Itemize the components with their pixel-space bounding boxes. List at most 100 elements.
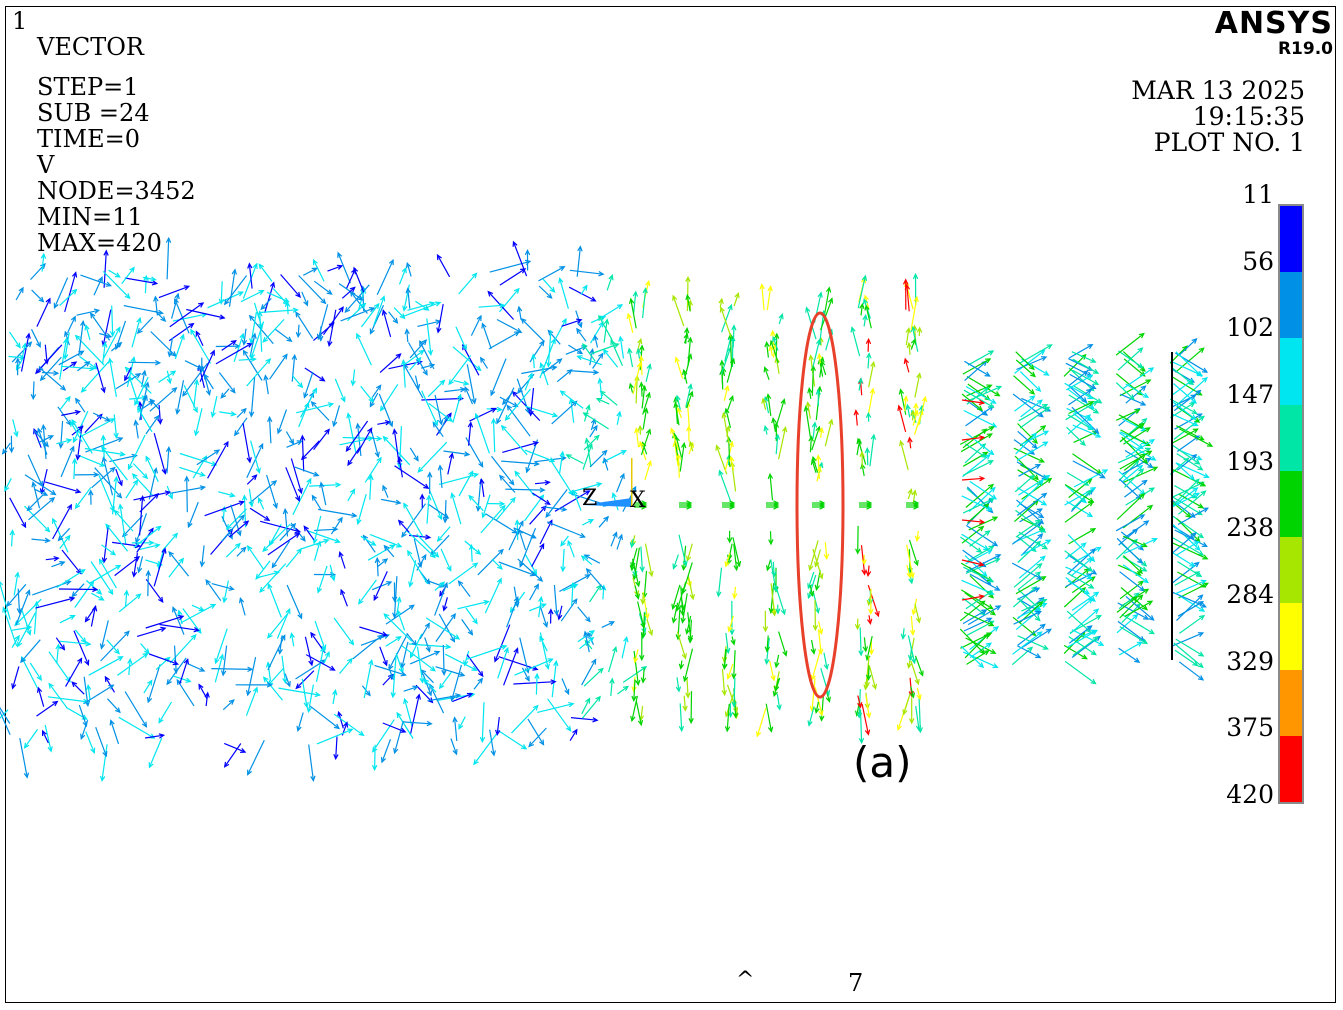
vector-arrow [37, 428, 48, 455]
vector-arrowhead [167, 493, 173, 500]
vector-arrow [154, 310, 166, 322]
vector-arrow [1115, 382, 1135, 400]
vector-arrow [184, 360, 203, 370]
vector-arrowhead [294, 532, 301, 538]
vector-arrow [426, 318, 432, 355]
vector-arrowhead [1189, 561, 1196, 568]
vector-arrow [1016, 356, 1047, 371]
vector-arrowhead [983, 650, 990, 656]
vector-arrow [458, 716, 466, 729]
vector-arrowhead [585, 404, 591, 411]
vector-arrow [1069, 373, 1096, 390]
vector-arrow [1179, 595, 1205, 612]
vector-arrowhead [994, 585, 1001, 591]
vector-arrowhead [1090, 384, 1097, 390]
vector-arrowhead [628, 382, 634, 389]
vector-arrow [249, 507, 270, 521]
vector-arrowhead [45, 297, 51, 304]
vector-arrowhead [193, 378, 200, 386]
vector-arrow [1070, 557, 1093, 577]
vector-arrow [531, 543, 545, 567]
vector-arrowhead [1198, 651, 1205, 657]
vector-arrowhead [782, 650, 788, 657]
vector-arrowhead [15, 364, 21, 371]
vector-arrow [357, 423, 362, 457]
vector-arrowhead [133, 555, 141, 562]
vector-arrow [29, 662, 42, 681]
vector-arrow [1117, 447, 1151, 464]
vector-arrowhead [819, 504, 826, 510]
vector-arrowhead [538, 595, 544, 603]
vector-arrowhead [1086, 511, 1094, 518]
vector-arrow [299, 539, 329, 550]
vector-arrowhead [53, 302, 59, 309]
vector-arrowhead [912, 272, 919, 280]
vector-arrow [311, 401, 330, 421]
vector-arrow [506, 597, 519, 628]
vector-arrow [481, 702, 485, 742]
vector-arrowhead [326, 289, 333, 295]
vector-arrowhead [724, 407, 730, 415]
vector-arrow [484, 578, 502, 614]
vector-arrowhead [1088, 583, 1095, 589]
vector-arrowhead [115, 326, 121, 333]
vector-arrow [458, 273, 477, 295]
vector-arrowhead [572, 598, 578, 605]
vector-arrowhead [1, 448, 8, 455]
vector-arrow [581, 555, 593, 566]
vector-arrowhead [222, 597, 228, 604]
vector-arrowhead [1197, 503, 1205, 509]
vector-arrowhead [419, 493, 425, 500]
vector-arrow [438, 473, 478, 485]
vector-arrowhead [137, 566, 143, 574]
vector-arrow [603, 458, 609, 471]
vector-arrowhead [348, 639, 355, 646]
vector-arrowhead [577, 321, 583, 329]
vector-arrowhead [618, 335, 624, 342]
vector-arrow [147, 571, 149, 597]
vector-arrowhead [729, 504, 736, 510]
vector-arrowhead [184, 475, 190, 482]
vector-arrowhead [127, 463, 133, 471]
vector-arrow [910, 615, 914, 635]
vector-arrow [153, 548, 166, 587]
vector-arrowhead [687, 336, 693, 343]
vector-arrow [468, 495, 484, 512]
vector-arrow [603, 319, 608, 343]
vector-arrowhead [1135, 493, 1142, 500]
vector-arrow [963, 409, 997, 428]
vector-arrowhead [230, 340, 237, 346]
vector-arrowhead [472, 472, 480, 478]
vector-arrow [340, 589, 348, 607]
vector-arrowhead [986, 617, 993, 623]
vector-arrow [398, 457, 403, 478]
vector-arrow [149, 387, 177, 412]
vector-arrow [109, 454, 137, 463]
vector-arrow [371, 385, 382, 398]
vector-arrow [176, 380, 185, 414]
vector-arrow [679, 703, 683, 731]
vector-arrowhead [675, 634, 682, 641]
vector-arrowhead [553, 659, 559, 667]
vector-arrowhead [439, 379, 446, 386]
vector-arrow [539, 338, 556, 379]
vector-arrow [510, 591, 526, 613]
vector-arrow [267, 613, 288, 639]
vector-arrow [1013, 563, 1042, 588]
vector-arrowhead [399, 313, 406, 320]
vector-arrow [15, 590, 30, 626]
vector-arrow [44, 724, 52, 752]
vector-arrow [857, 275, 866, 309]
vector-arrow [962, 597, 986, 616]
vector-arrow [430, 534, 450, 555]
vector-arrowhead [984, 371, 991, 377]
vector-arrow [1065, 542, 1086, 560]
vector-arrow [103, 327, 121, 359]
vector-arrow [258, 264, 273, 282]
vector-arrow [304, 636, 313, 666]
vector-arrow [238, 358, 256, 361]
vector-arrowhead [311, 267, 318, 273]
vector-arrowhead [78, 350, 85, 356]
vector-arrow [409, 651, 440, 665]
vector-arrow [294, 466, 319, 477]
